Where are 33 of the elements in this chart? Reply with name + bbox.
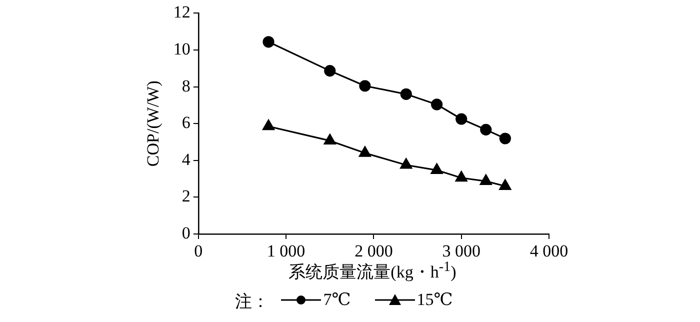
- point: [430, 163, 443, 174]
- x-tick-label: 1 000: [266, 242, 306, 261]
- point: [431, 98, 443, 110]
- point: [400, 88, 412, 100]
- y-tick-label: 12: [173, 2, 190, 22]
- y-tick-label: 4: [182, 150, 191, 169]
- point: [499, 132, 511, 144]
- point: [324, 134, 336, 145]
- y-axis-title: COP/(W/W): [144, 80, 163, 167]
- point: [324, 64, 336, 77]
- point: [359, 80, 371, 92]
- point: [480, 174, 492, 185]
- y-tick-label: 8: [182, 76, 190, 96]
- legend-label: 7℃: [323, 290, 351, 310]
- legend-title: 注：: [235, 292, 270, 311]
- point: [456, 113, 468, 125]
- x-tick-label: 3 000: [442, 242, 480, 261]
- legend-label: 15℃: [416, 290, 453, 310]
- x-tick-label: 4 000: [530, 242, 568, 261]
- y-tick-label: 6: [182, 113, 190, 132]
- point: [499, 179, 512, 190]
- y-tick-label: 10: [173, 39, 190, 58]
- x-tick-label: 2 000: [354, 242, 393, 261]
- y-tick-label: 0: [182, 223, 190, 242]
- point: [262, 36, 274, 48]
- point: [455, 171, 468, 182]
- x-tick-label: 0: [194, 242, 203, 261]
- point: [400, 158, 412, 169]
- x-axis-title: 系统质量流量(kg・h$^{-1}$): [288, 259, 458, 284]
- point: [262, 120, 275, 130]
- point: [480, 124, 492, 136]
- y-tick-label: 2: [182, 186, 190, 206]
- point: [358, 146, 371, 157]
